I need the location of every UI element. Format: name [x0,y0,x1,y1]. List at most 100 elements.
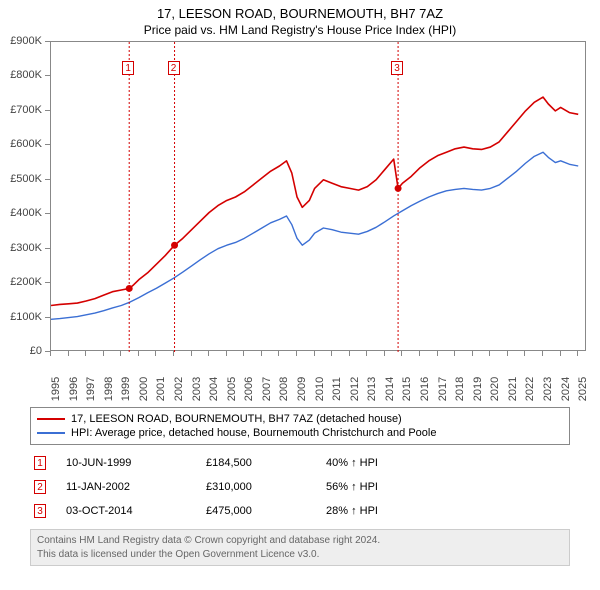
x-tick-label: 1996 [68,377,80,401]
x-tick-label: 2019 [472,377,484,401]
marker-row: 303-OCT-2014£475,00028% ↑ HPI [30,499,570,523]
y-tick [45,110,50,111]
x-tick [437,351,438,356]
legend-label: 17, LEESON ROAD, BOURNEMOUTH, BH7 7AZ (d… [71,413,402,425]
y-tick [45,41,50,42]
marker-row-box: 1 [34,456,46,470]
x-tick [296,351,297,356]
marker-box: 2 [168,61,180,75]
marker-dot [126,285,133,292]
marker-row-date: 03-OCT-2014 [66,505,206,517]
marker-row-box: 2 [34,480,46,494]
x-tick-label: 2015 [401,377,413,401]
y-tick [45,317,50,318]
marker-row-pct: 56% ↑ HPI [326,481,570,493]
x-tick-label: 2021 [507,377,519,401]
x-tick [331,351,332,356]
x-tick [472,351,473,356]
x-tick [384,351,385,356]
x-tick-label: 2025 [577,377,589,401]
y-tick-label: £0 [0,345,42,357]
legend-label: HPI: Average price, detached house, Bour… [71,427,436,439]
x-tick-label: 2009 [296,377,308,401]
marker-row-pct: 28% ↑ HPI [326,505,570,517]
x-tick [278,351,279,356]
y-tick [45,282,50,283]
x-tick [542,351,543,356]
marker-row-price: £475,000 [206,505,326,517]
y-tick [45,179,50,180]
x-tick-label: 2016 [419,377,431,401]
y-tick-label: £300K [0,242,42,254]
x-tick [85,351,86,356]
chart-title: 17, LEESON ROAD, BOURNEMOUTH, BH7 7AZ [0,0,600,21]
x-tick-label: 2012 [349,377,361,401]
y-tick-label: £200K [0,276,42,288]
chart-subtitle: Price paid vs. HM Land Registry's House … [0,21,600,41]
legend-swatch [37,418,65,420]
x-tick-label: 2000 [138,377,150,401]
x-tick-label: 1997 [85,377,97,401]
x-tick [226,351,227,356]
y-tick-label: £700K [0,104,42,116]
marker-row: 1 10-JUN-1999£184,50040% ↑ HPI [30,451,570,475]
x-tick-label: 2010 [314,377,326,401]
legend-item: HPI: Average price, detached house, Bour… [37,426,563,440]
x-tick [120,351,121,356]
y-tick-label: £800K [0,69,42,81]
x-tick-label: 2011 [331,377,343,401]
marker-row-date: 11-JAN-2002 [66,481,206,493]
marker-row-pct: 40% ↑ HPI [326,457,570,469]
x-tick-label: 2023 [542,377,554,401]
x-tick-label: 2002 [173,377,185,401]
x-tick-label: 2003 [191,377,203,401]
x-tick-label: 2017 [437,377,449,401]
y-tick [45,144,50,145]
x-tick [50,351,51,356]
x-tick-label: 2007 [261,377,273,401]
chart-svg [51,42,587,352]
footer-note: Contains HM Land Registry data © Crown c… [30,529,570,566]
y-tick-label: £400K [0,207,42,219]
plot-area [50,41,586,351]
chart-area: £0 £100K £200K £300K £400K £500K £600K £700K £80… [0,41,600,401]
y-tick-label: £100K [0,311,42,323]
series-hpi [51,152,578,319]
x-tick-label: 1999 [120,377,132,401]
markers-table: 1 10-JUN-1999£184,50040% ↑ HPI 2 11-JAN-200… [30,451,570,523]
x-tick [560,351,561,356]
marker-row: 211-JAN-2002£310,00056% ↑ HPI [30,475,570,499]
footer-line-1: Contains HM Land Registry data © Crown c… [37,534,563,548]
x-tick-label: 2004 [208,377,220,401]
x-tick [401,351,402,356]
marker-row-price: £184,500 [206,457,326,469]
x-tick [454,351,455,356]
x-tick [349,351,350,356]
legend-item: 17, LEESON ROAD, BOURNEMOUTH, BH7 7AZ (d… [37,412,563,426]
series-price_paid [51,97,578,305]
container: 17, LEESON ROAD, BOURNEMOUTH, BH7 7AZ Pr… [0,0,600,566]
x-tick [314,351,315,356]
y-tick-label: £900K [0,35,42,47]
x-tick [419,351,420,356]
x-tick [577,351,578,356]
legend: 17, LEESON ROAD, BOURNEMOUTH, BH7 7AZ (d… [30,407,570,445]
y-tick-label: £500K [0,173,42,185]
legend-swatch [37,432,65,434]
x-tick-label: 2005 [226,377,238,401]
x-tick-label: 2020 [489,377,501,401]
y-tick-label: £600K [0,138,42,150]
x-tick [103,351,104,356]
x-tick-label: 2008 [278,377,290,401]
x-tick [138,351,139,356]
x-tick [191,351,192,356]
x-tick [243,351,244,356]
marker-box: 3 [391,61,403,75]
x-tick [507,351,508,356]
marker-row-date: 10-JUN-1999 [66,457,206,469]
marker-box: 1 [122,61,134,75]
x-tick-label: 2022 [524,377,536,401]
y-tick [45,248,50,249]
x-tick-label: 2024 [560,377,572,401]
x-tick-label: 1995 [50,377,62,401]
